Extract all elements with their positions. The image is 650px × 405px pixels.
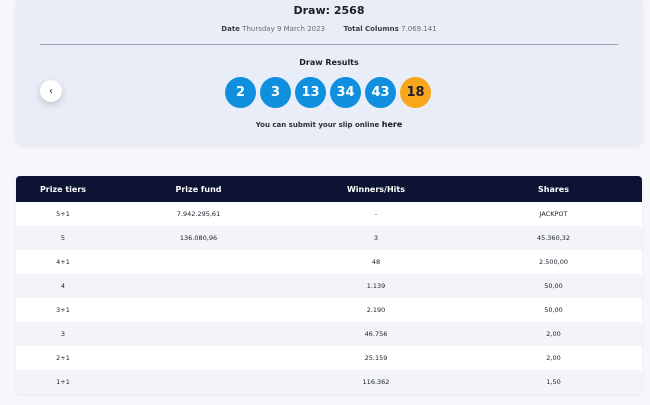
number-ball: 3 [260,77,291,108]
prize-tier-cell: 3+1 [56,306,70,314]
draw-results-title: Draw Results [299,58,359,67]
column-header-prize-tiers: Prize tiers [39,184,87,194]
submit-slip-text: You can submit your slip online [255,121,380,129]
winners-hits-cell: 1.139 [366,282,386,290]
number-ball: 34 [330,77,361,108]
shares-cell: 50,00 [544,306,563,314]
table-row: 5 136.080,96 3 45.360,32 [16,226,642,250]
column-header-shares: Shares [538,184,569,194]
winners-hits-cell: 3 [373,234,379,242]
winning-numbers: 2 3 13 34 43 18 [225,77,431,109]
shares-cell: 2.500,00 [539,258,568,266]
prize-fund-cell: 136.080,96 [179,234,218,242]
column-header-prize-fund: Prize fund [175,184,222,194]
table-row: 4 1.139 50,00 [16,274,642,298]
total-columns-label: Total Columns [343,25,399,33]
prize-fund-cell: 7.942.295,61 [176,210,221,218]
prize-fund-cell [110,250,287,274]
prize-table: Prize tiers Prize fund Winners/Hits Shar… [16,176,642,394]
submit-slip-note: You can submit your slip online here [16,120,642,129]
prize-fund-cell [110,298,287,322]
prize-fund-cell [110,346,287,370]
prize-tier-cell: 5 [60,234,66,242]
shares-cell: 50,00 [544,282,563,290]
chevron-left-icon: ‹ [49,85,53,97]
winners-hits-cell: 46.756 [364,330,388,338]
winners-hits-cell: 25.159 [364,354,388,362]
number-ball: 2 [225,77,256,108]
winners-hits-cell: 116.362 [362,378,390,386]
table-row: 2+1 25.159 2,00 [16,346,642,370]
shares-cell: 2,00 [546,354,561,362]
divider [40,44,618,45]
date-label: Date [221,25,240,33]
prize-tier-cell: 4 [60,282,66,290]
table-header-row: Prize tiers Prize fund Winners/Hits Shar… [16,176,642,202]
table-row: 1+1 116.362 1,50 [16,370,642,394]
shares-cell: 45.360,32 [536,234,571,242]
bonus-ball: 18 [400,77,431,108]
prize-tier-cell: 4+1 [56,258,70,266]
prize-tier-cell: 1+1 [56,378,70,386]
table-row: 3+1 2.190 50,00 [16,298,642,322]
draw-meta: Date Thursday 9 March 2023 Total Columns… [16,25,642,33]
table-row: 4+1 48 2.500,00 [16,250,642,274]
shares-cell: 2,00 [546,330,561,338]
winners-hits-cell: 2.190 [366,306,386,314]
previous-draw-button[interactable]: ‹ [40,80,62,102]
number-ball: 13 [295,77,326,108]
table-row: 3 46.756 2,00 [16,322,642,346]
submit-slip-link[interactable]: here [381,120,403,129]
prize-tier-cell: 2+1 [56,354,70,362]
prize-fund-cell [110,370,287,394]
number-ball: 43 [365,77,396,108]
prize-fund-cell [110,274,287,298]
prize-tier-cell: 3 [60,330,66,338]
draw-info-card: Draw: 2568 Date Thursday 9 March 2023 To… [16,0,642,144]
column-header-winners-hits: Winners/Hits [346,184,406,194]
winners-hits-cell: 48 [371,258,381,266]
shares-cell: JACKPOT [539,210,568,218]
table-row: 5+1 7.942.295,61 - JACKPOT [16,202,642,226]
prize-fund-cell [110,322,287,346]
total-columns-value: 7.069.141 [401,25,437,33]
prize-tier-cell: 5+1 [56,210,70,218]
draw-title: Draw: 2568 [293,4,365,17]
prize-table-container: Prize tiers Prize fund Winners/Hits Shar… [16,176,642,394]
date-value: Thursday 9 March 2023 [242,25,326,33]
shares-cell: 1,50 [546,378,561,386]
winners-hits-cell: - [374,210,378,218]
